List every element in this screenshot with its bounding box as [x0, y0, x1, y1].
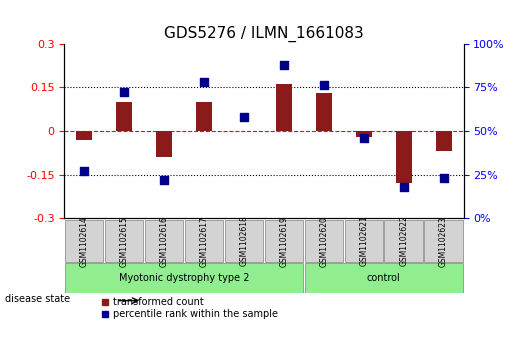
FancyBboxPatch shape: [145, 220, 183, 262]
Bar: [396, 131, 411, 183]
Bar: [316, 93, 332, 131]
Text: GSM1102619: GSM1102619: [280, 216, 288, 266]
Bar: [356, 131, 372, 137]
Text: control: control: [367, 273, 401, 283]
Text: GSM1102614: GSM1102614: [80, 216, 89, 266]
Point: [160, 177, 168, 183]
FancyBboxPatch shape: [225, 220, 263, 262]
Point: [200, 79, 208, 85]
FancyBboxPatch shape: [345, 220, 383, 262]
Text: GSM1102615: GSM1102615: [120, 216, 129, 266]
Text: GSM1102617: GSM1102617: [200, 216, 209, 266]
Point: [80, 168, 89, 174]
FancyBboxPatch shape: [424, 220, 462, 262]
Point: [400, 184, 408, 190]
Bar: [156, 131, 172, 157]
Bar: [196, 102, 212, 131]
Text: GSM1102618: GSM1102618: [239, 216, 248, 266]
Point: [439, 175, 448, 181]
Legend: transformed count, percentile rank within the sample: transformed count, percentile rank withi…: [101, 297, 278, 319]
Bar: [276, 84, 292, 131]
FancyBboxPatch shape: [65, 263, 303, 293]
Text: GSM1102622: GSM1102622: [399, 216, 408, 266]
Point: [359, 135, 368, 141]
Point: [320, 82, 328, 88]
Text: GSM1102623: GSM1102623: [439, 216, 448, 266]
Bar: [76, 131, 92, 140]
FancyBboxPatch shape: [305, 220, 343, 262]
Point: [120, 90, 128, 95]
Text: disease state: disease state: [5, 294, 70, 305]
Point: [240, 114, 248, 120]
Text: GSM1102621: GSM1102621: [359, 216, 368, 266]
Text: Myotonic dystrophy type 2: Myotonic dystrophy type 2: [119, 273, 249, 283]
Text: GSM1102620: GSM1102620: [319, 216, 328, 266]
FancyBboxPatch shape: [265, 220, 303, 262]
Bar: [436, 131, 452, 151]
FancyBboxPatch shape: [305, 263, 462, 293]
Bar: [116, 102, 132, 131]
FancyBboxPatch shape: [385, 220, 423, 262]
FancyBboxPatch shape: [65, 220, 104, 262]
Title: GDS5276 / ILMN_1661083: GDS5276 / ILMN_1661083: [164, 26, 364, 42]
Text: GSM1102616: GSM1102616: [160, 216, 168, 266]
FancyBboxPatch shape: [185, 220, 223, 262]
FancyBboxPatch shape: [105, 220, 143, 262]
Point: [280, 62, 288, 68]
